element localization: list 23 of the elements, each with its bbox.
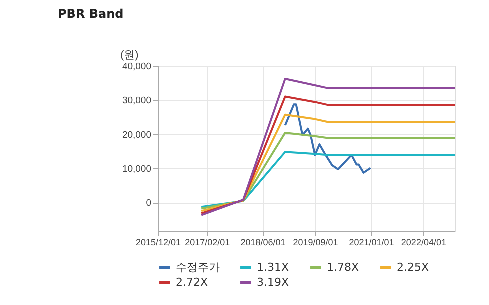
x-tick-label: 2019/09/01 xyxy=(293,238,338,248)
x-tick-label: 2017/02/01 xyxy=(185,238,230,248)
legend-label: 3.19X xyxy=(257,276,290,289)
y-tick-label: 30,000 xyxy=(122,96,152,107)
legend-label: 1.78X xyxy=(327,261,360,274)
x-tick-label: 2018/06/01 xyxy=(240,238,286,248)
y-tick-label: 10,000 xyxy=(122,164,152,175)
legend-label: 수정주가 xyxy=(176,261,220,274)
x-tick-label: 2015/12/01 xyxy=(136,238,182,248)
line-series xyxy=(200,132,456,210)
y-tick-label: 20,000 xyxy=(122,130,152,141)
chart-title: PBR Band xyxy=(58,7,124,21)
legend-label: 2.72X xyxy=(176,276,208,289)
y-tick-label: 0 xyxy=(146,198,152,210)
x-tick-label: 2021/01/01 xyxy=(349,238,394,248)
line-series xyxy=(200,114,456,212)
line-series xyxy=(284,104,372,174)
legend-label: 2.25X xyxy=(397,261,430,274)
x-tick-label: 2022/04/01 xyxy=(401,238,446,248)
y-tick-label: 40,000 xyxy=(122,62,152,72)
legend-label: 1.31X xyxy=(257,261,290,274)
y-axis-title: (원) xyxy=(120,50,139,62)
line-series xyxy=(200,151,456,208)
